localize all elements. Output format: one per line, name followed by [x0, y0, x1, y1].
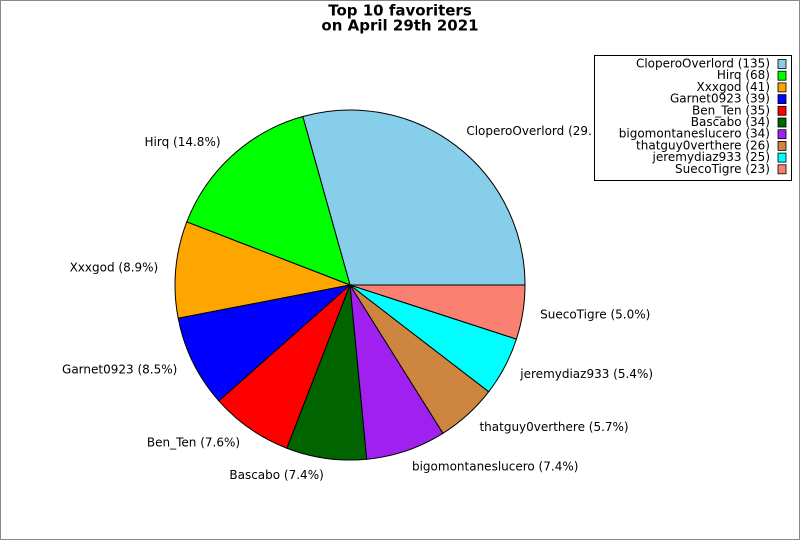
- pie-slice: [174, 221, 352, 319]
- slice-label: Ben_Ten (7.6%): [147, 436, 240, 450]
- legend-swatch: [777, 94, 787, 104]
- legend-swatch: [777, 129, 787, 140]
- legend-swatch: [777, 164, 787, 175]
- slice-label: Xxxgod (8.9%): [70, 260, 159, 274]
- slice-label: Bascabo (7.4%): [229, 468, 323, 482]
- legend-label: Bascabo (34): [691, 115, 770, 129]
- legend-label: Xxxgod (41): [697, 80, 770, 94]
- slice-label: SuecoTigre (5.0%): [540, 308, 650, 322]
- legend-swatch: [777, 105, 787, 116]
- pie-slice: [186, 115, 351, 286]
- slice-label: thatguy0verthere (5.7%): [479, 420, 628, 434]
- legend-swatch: [777, 59, 787, 69]
- legend-label: Garnet0923 (39): [670, 92, 770, 106]
- legend-label: bigomontaneslucero (34): [619, 127, 770, 141]
- legend-swatch: [777, 117, 787, 128]
- slice-label: Garnet0923 (8.5%): [62, 363, 177, 377]
- legend-box: [594, 55, 792, 181]
- chart-title: Top 10 favoriters: [328, 2, 472, 20]
- legend-swatch: [777, 152, 787, 163]
- pie-slice: [349, 284, 526, 340]
- pie-slice: [302, 109, 526, 286]
- legend-label: thatguy0verthere (26): [636, 138, 770, 152]
- legend-label: CloperoOverlord (135): [636, 57, 770, 71]
- legend-swatch: [777, 140, 787, 151]
- legend-swatch: [777, 70, 787, 81]
- chart-title: on April 29th 2021: [321, 17, 478, 35]
- pie-slice: [177, 284, 352, 402]
- slice-label: bigomontaneslucero (7.4%): [412, 460, 578, 474]
- slice-label: Hirq (14.8%): [145, 135, 221, 149]
- slice-label: jeremydiaz933 (5.4%): [519, 367, 653, 381]
- legend-label: jeremydiaz933 (25): [651, 150, 770, 164]
- legend-label: SuecoTigre (23): [675, 162, 770, 176]
- legend-swatch: [777, 82, 787, 93]
- slice-label: CloperoOverlord (29.: [466, 124, 592, 138]
- legend-label: Ben_Ten (35): [692, 103, 770, 117]
- legend-label: Hirq (68): [717, 68, 770, 82]
